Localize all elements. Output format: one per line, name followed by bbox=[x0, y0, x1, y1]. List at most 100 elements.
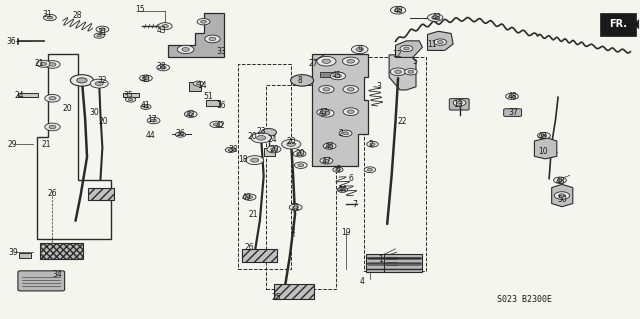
Bar bbox=[19, 253, 31, 258]
Circle shape bbox=[128, 98, 133, 101]
Circle shape bbox=[453, 100, 466, 106]
Circle shape bbox=[160, 66, 166, 69]
Circle shape bbox=[228, 149, 233, 151]
Circle shape bbox=[319, 109, 334, 117]
Circle shape bbox=[282, 139, 301, 149]
Text: 24: 24 bbox=[14, 91, 24, 100]
Polygon shape bbox=[168, 13, 224, 57]
Circle shape bbox=[434, 39, 447, 45]
Text: 20: 20 bbox=[62, 104, 72, 113]
Text: 51: 51 bbox=[203, 92, 213, 101]
Circle shape bbox=[178, 133, 183, 136]
Circle shape bbox=[364, 167, 376, 173]
Circle shape bbox=[293, 151, 306, 157]
Circle shape bbox=[457, 101, 463, 104]
Circle shape bbox=[538, 132, 550, 139]
Text: 6: 6 bbox=[335, 165, 340, 174]
Text: 48: 48 bbox=[507, 92, 517, 101]
Circle shape bbox=[347, 59, 355, 63]
Circle shape bbox=[182, 48, 189, 51]
Text: 6: 6 bbox=[348, 174, 353, 182]
Circle shape bbox=[45, 61, 60, 68]
Circle shape bbox=[554, 177, 566, 183]
Text: 21: 21 bbox=[291, 203, 300, 212]
Polygon shape bbox=[635, 20, 639, 29]
FancyBboxPatch shape bbox=[18, 271, 65, 291]
Circle shape bbox=[370, 143, 375, 145]
Text: 20: 20 bbox=[269, 145, 279, 154]
Circle shape bbox=[49, 125, 56, 129]
Circle shape bbox=[125, 97, 136, 102]
Circle shape bbox=[162, 25, 168, 28]
Circle shape bbox=[343, 108, 358, 115]
Circle shape bbox=[348, 110, 354, 113]
Text: FR.: FR. bbox=[609, 19, 627, 29]
Circle shape bbox=[201, 20, 206, 23]
Text: 31: 31 bbox=[42, 10, 52, 19]
Circle shape bbox=[348, 88, 354, 91]
Circle shape bbox=[335, 168, 340, 171]
Bar bbox=[189, 82, 201, 91]
Circle shape bbox=[94, 33, 104, 38]
Circle shape bbox=[541, 134, 547, 137]
Circle shape bbox=[506, 93, 518, 100]
Circle shape bbox=[298, 164, 303, 167]
Text: 28: 28 bbox=[72, 11, 81, 20]
Circle shape bbox=[557, 179, 563, 182]
Circle shape bbox=[251, 158, 259, 162]
Text: 33: 33 bbox=[216, 47, 226, 56]
Circle shape bbox=[45, 94, 60, 102]
Bar bbox=[242, 249, 277, 262]
Circle shape bbox=[317, 56, 336, 66]
Circle shape bbox=[327, 145, 333, 147]
Circle shape bbox=[243, 194, 256, 200]
Text: 37: 37 bbox=[508, 108, 518, 117]
Text: 18: 18 bbox=[239, 155, 248, 164]
Text: 12: 12 bbox=[392, 50, 401, 59]
Polygon shape bbox=[312, 54, 368, 166]
Text: 20: 20 bbox=[99, 117, 109, 126]
Circle shape bbox=[47, 16, 53, 19]
Text: 20: 20 bbox=[296, 149, 306, 158]
FancyBboxPatch shape bbox=[600, 13, 636, 36]
Circle shape bbox=[197, 19, 210, 25]
Text: 2: 2 bbox=[338, 130, 343, 138]
Circle shape bbox=[289, 204, 302, 211]
Text: 30: 30 bbox=[90, 108, 100, 117]
Circle shape bbox=[49, 63, 56, 66]
Text: 36: 36 bbox=[175, 129, 186, 138]
Text: 42: 42 bbox=[186, 110, 196, 119]
Circle shape bbox=[177, 45, 194, 54]
Circle shape bbox=[291, 75, 314, 86]
Text: 40: 40 bbox=[141, 75, 151, 84]
Circle shape bbox=[342, 57, 359, 65]
Text: 50: 50 bbox=[557, 195, 567, 204]
Text: 25: 25 bbox=[271, 293, 282, 302]
Circle shape bbox=[90, 79, 108, 88]
Circle shape bbox=[157, 64, 170, 71]
Text: 17: 17 bbox=[147, 115, 157, 124]
Circle shape bbox=[100, 28, 105, 31]
Text: 32: 32 bbox=[97, 76, 108, 85]
Text: 23: 23 bbox=[256, 127, 266, 136]
Text: 11: 11 bbox=[428, 40, 436, 48]
Circle shape bbox=[319, 85, 334, 93]
Circle shape bbox=[188, 113, 193, 116]
Circle shape bbox=[297, 152, 303, 155]
Circle shape bbox=[210, 121, 223, 128]
Circle shape bbox=[251, 133, 271, 143]
Bar bbox=[320, 72, 342, 77]
Polygon shape bbox=[534, 138, 557, 159]
Circle shape bbox=[175, 132, 186, 137]
Circle shape bbox=[317, 109, 330, 115]
Text: 4: 4 bbox=[359, 277, 364, 286]
Polygon shape bbox=[552, 184, 573, 207]
Circle shape bbox=[400, 45, 413, 52]
Text: 16: 16 bbox=[216, 101, 226, 110]
Circle shape bbox=[509, 95, 515, 98]
Text: 42: 42 bbox=[216, 121, 226, 130]
Circle shape bbox=[337, 187, 348, 192]
Text: 34: 34 bbox=[52, 271, 63, 279]
Circle shape bbox=[432, 16, 438, 19]
Circle shape bbox=[395, 70, 401, 73]
